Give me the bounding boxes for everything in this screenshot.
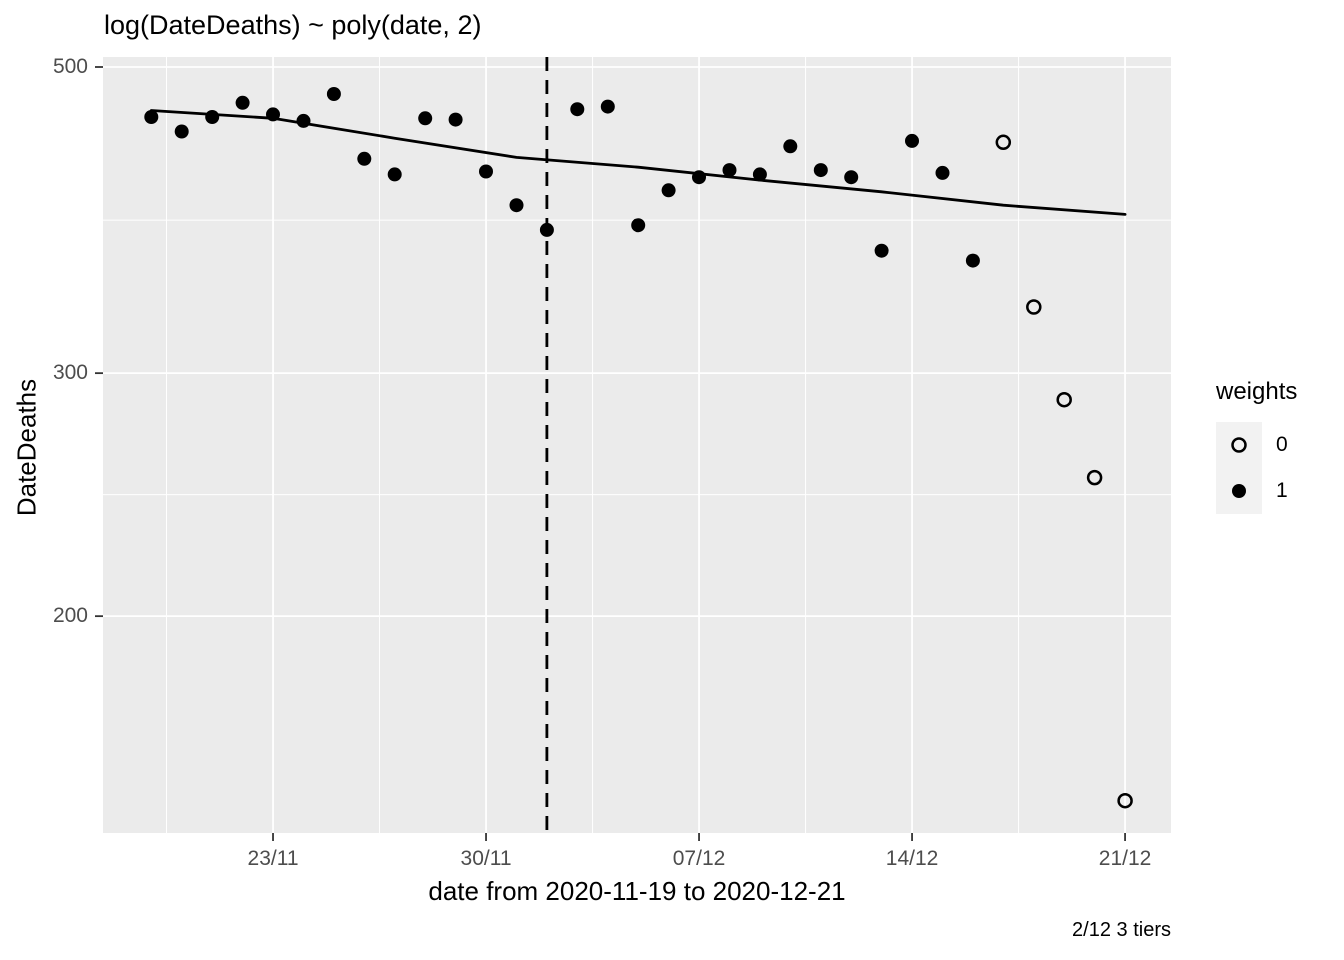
x-tick-label: 14/12 bbox=[885, 847, 939, 870]
legend-key-label: 1 bbox=[1276, 479, 1288, 502]
x-tick-label: 23/11 bbox=[247, 847, 299, 870]
legend-key-row: 1 bbox=[1216, 468, 1297, 514]
legend-key-row: 0 bbox=[1216, 422, 1297, 468]
legend-title: weights bbox=[1216, 378, 1298, 405]
x-tick-label: 21/12 bbox=[1098, 847, 1152, 870]
x-axis-title: date from 2020-11-19 to 2020-12-21 bbox=[428, 876, 846, 906]
y-tick-label: 300 bbox=[52, 361, 88, 385]
y-tick-label: 500 bbox=[52, 55, 88, 78]
open-circle-icon bbox=[1216, 422, 1262, 468]
x-tick-label: 07/12 bbox=[672, 847, 726, 870]
plot-caption: 2/12 3 tiers bbox=[1072, 919, 1171, 941]
y-tick-label: 200 bbox=[52, 604, 88, 628]
x-tick-label: 30/11 bbox=[460, 847, 512, 870]
filled-circle-icon bbox=[1216, 468, 1262, 514]
legend-key-label: 0 bbox=[1276, 433, 1288, 456]
plot-title: log(DateDeaths) ~ poly(date, 2) bbox=[104, 10, 482, 40]
